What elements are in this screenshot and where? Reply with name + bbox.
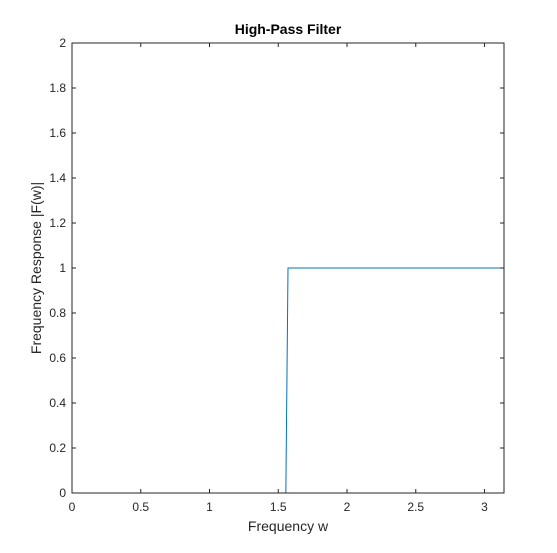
y-tick-label: 1.8 — [49, 81, 66, 95]
x-tick-label: 0 — [69, 500, 76, 514]
chart-title: High-Pass Filter — [235, 21, 342, 37]
y-tick-label: 0.8 — [49, 306, 66, 320]
x-tick-label: 1.5 — [270, 500, 287, 514]
y-tick-label: 0 — [59, 486, 66, 500]
x-tick-label: 0.5 — [132, 500, 149, 514]
y-tick-label: 0.2 — [49, 441, 66, 455]
y-axis-ticks: 0 0.2 0.4 0.6 0.8 1 1.2 1.4 1.6 1.8 2 — [49, 36, 504, 500]
y-tick-label: 1.2 — [49, 216, 66, 230]
y-tick-label: 0.4 — [49, 396, 66, 410]
y-tick-label: 0.6 — [49, 351, 66, 365]
x-tick-label: 1 — [206, 500, 213, 514]
y-tick-label: 1.4 — [49, 171, 66, 185]
y-tick-label: 1 — [59, 261, 66, 275]
x-tick-label: 2.5 — [407, 500, 424, 514]
y-tick-label: 1.6 — [49, 126, 66, 140]
y-tick-label: 2 — [59, 36, 66, 50]
x-axis-label: Frequency w — [248, 518, 329, 534]
y-axis-label: Frequency Response |F(w)| — [28, 182, 44, 354]
x-axis-ticks: 0 0.5 1 1.5 2 2.5 3 — [69, 43, 488, 514]
x-tick-label: 2 — [344, 500, 351, 514]
x-tick-label: 3 — [481, 500, 488, 514]
